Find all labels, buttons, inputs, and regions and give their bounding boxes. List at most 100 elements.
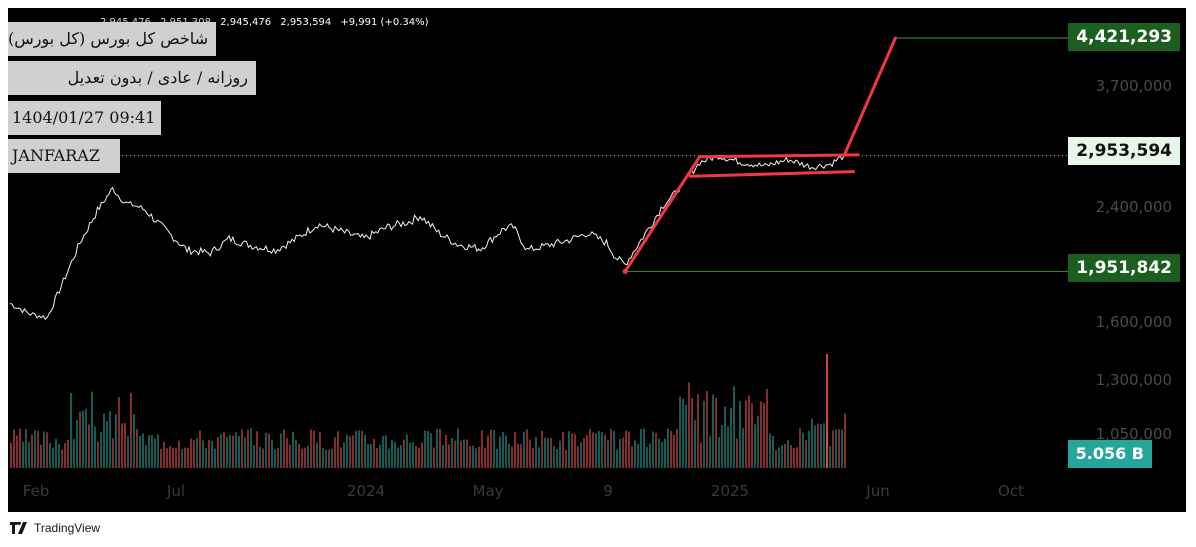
volume-bar (424, 430, 426, 468)
volume-bar (433, 447, 435, 468)
volume-bar (787, 439, 789, 468)
volume-bar (142, 433, 144, 468)
volume-bar (778, 447, 780, 468)
volume-bar (52, 447, 54, 468)
y-tick-label-4: 1,050,000 (1096, 425, 1172, 443)
volume-bar (286, 437, 288, 468)
volume-bar (472, 445, 474, 468)
volume-bar (160, 448, 162, 468)
volume-bar (454, 440, 456, 468)
volume-bar (106, 421, 108, 468)
footer-brand[interactable]: TradingView (10, 521, 100, 535)
chart-pane[interactable]: 3,700,000 2,400,000 1,600,000 1,300,000 1,05… (8, 8, 1186, 512)
volume-bar (349, 436, 351, 468)
volume-bar (643, 428, 645, 468)
volume-bar (796, 447, 798, 468)
volume-bar (355, 431, 357, 468)
volume-bar (622, 437, 624, 468)
volume-bar (535, 437, 537, 468)
volume-bar (781, 445, 783, 468)
volume-bar (664, 438, 666, 468)
volume-bar (139, 435, 141, 468)
volume-bar (811, 418, 813, 468)
volume-bar (136, 429, 138, 468)
volume-bar (757, 416, 759, 468)
volume-bar (127, 436, 129, 468)
volume-bar (343, 442, 345, 468)
volume-bar (748, 395, 750, 468)
volume-bar (835, 429, 837, 468)
volume-bar (382, 435, 384, 468)
volume-bar (409, 442, 411, 468)
volume-bar (790, 445, 792, 468)
volume-bar (226, 436, 228, 468)
pattern-drawing (622, 36, 897, 274)
volume-bar (655, 432, 657, 468)
y-tick-label-2: 1,600,000 (1096, 313, 1172, 331)
volume-bar (376, 448, 378, 468)
volume-bar (637, 443, 639, 468)
volume-bar (580, 442, 582, 468)
volume-bar (211, 440, 213, 468)
volume-bar (814, 425, 816, 468)
x-tick-label-6: Jun (865, 482, 889, 500)
volume-bar (157, 434, 159, 468)
volume-bar (163, 441, 165, 468)
volume-bar (154, 438, 156, 468)
volume-bar (844, 413, 846, 468)
volume-bar (451, 437, 453, 468)
volume-bar (205, 448, 207, 468)
volume-bar (40, 444, 42, 468)
volume-bar-spike (826, 354, 828, 468)
volume-bar (235, 432, 237, 468)
volume-bar (760, 401, 762, 468)
volume-bar (400, 445, 402, 468)
volume-bar (331, 448, 333, 468)
volume-bar (13, 429, 15, 468)
volume-bar (739, 400, 741, 468)
volume-bar (529, 439, 531, 468)
volume-bar (820, 424, 822, 468)
volume-bar (613, 431, 615, 468)
volume-bar (718, 437, 720, 468)
volume-bar (484, 447, 486, 468)
volume-bar (340, 447, 342, 468)
volume-bar (247, 429, 249, 468)
level-lines (10, 37, 1076, 273)
volume-bar (658, 438, 660, 468)
volume-bar (526, 429, 528, 468)
volume-bar (307, 445, 309, 468)
volume-bar (577, 446, 579, 468)
price-line (9, 154, 845, 320)
volume-bar (172, 447, 174, 468)
volume-bar (253, 445, 255, 468)
volume-bar (691, 397, 693, 468)
volume-bar (406, 434, 408, 468)
volume-bar (547, 438, 549, 468)
volume-bar (130, 393, 132, 468)
ohlc-change: +9,991 (+0.34%) (340, 17, 429, 28)
volume-bar (367, 443, 369, 468)
volume-bar (481, 430, 483, 468)
x-tick-label-0: Feb (23, 482, 50, 500)
volume-bar (421, 442, 423, 468)
volume-bar (202, 440, 204, 468)
volume-bar (607, 440, 609, 468)
volume-bar (457, 428, 459, 468)
volume-bar (508, 443, 510, 468)
volume-bar (586, 434, 588, 468)
volume-bar (556, 448, 558, 468)
price-series (9, 154, 845, 320)
volume-bar (34, 430, 36, 468)
volume-bar (799, 428, 801, 468)
volume-bar (517, 443, 519, 468)
price-chart[interactable]: 3,700,000 2,400,000 1,600,000 1,300,000 1,05… (8, 8, 1186, 512)
volume-bar (175, 447, 177, 468)
volume-bar (469, 446, 471, 468)
volume-bar (697, 394, 699, 468)
volume-bar (685, 404, 687, 468)
volume-bar (391, 440, 393, 468)
volume-bar (217, 437, 219, 468)
volume-bar (682, 399, 684, 468)
volume-bar (103, 413, 105, 468)
